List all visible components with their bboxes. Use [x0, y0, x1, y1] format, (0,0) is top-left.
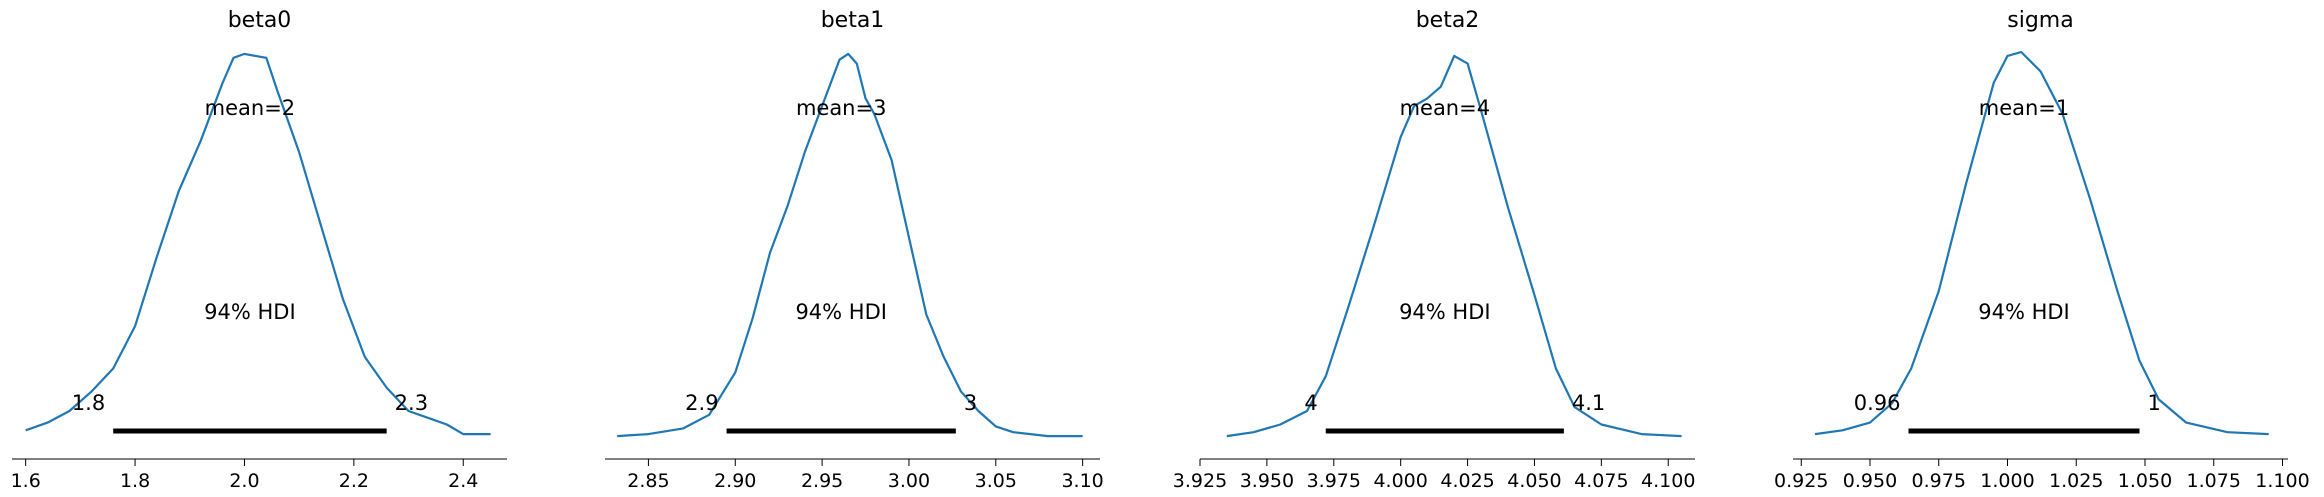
x-tick-label: 2.95	[801, 470, 843, 492]
x-tick-label: 3.950	[1240, 470, 1294, 492]
density-curve	[25, 52, 491, 436]
x-tick-label: 1.000	[1980, 470, 2034, 492]
x-tick-label: 4.075	[1574, 470, 1628, 492]
x-tick-label: 1.6	[11, 470, 41, 492]
hdi-label: 94% HDI	[204, 300, 296, 324]
x-tick-label: 2.2	[339, 470, 369, 492]
density-curve	[617, 52, 1083, 438]
mean-label: mean=1	[1979, 96, 2070, 120]
x-tick-label: 2.85	[627, 470, 669, 492]
hdi-upper-label: 1	[2148, 391, 2161, 415]
x-tick-label: 1.050	[2118, 470, 2172, 492]
hdi-lower-label: 4	[1304, 391, 1317, 415]
hdi-lower-label: 2.9	[685, 391, 718, 415]
x-tick-label: 3.975	[1307, 470, 1361, 492]
x-tick-label: 2.0	[229, 470, 259, 492]
x-tick-label: 1.075	[2187, 470, 2241, 492]
x-tick-label: 1.025	[2049, 470, 2103, 492]
hdi-lower-label: 1.8	[72, 391, 105, 415]
x-tick-label: 0.925	[1774, 470, 1828, 492]
x-tick-label: 1.100	[2255, 470, 2309, 492]
subplot-beta1: beta1 mean=3 94% HDI 2.9 3 2.85 2.90 2.95 3.00 3.…	[605, 8, 1104, 492]
density-curve	[1814, 50, 2269, 436]
x-tick-label: 3.05	[975, 470, 1017, 492]
hdi-upper-label: 4.1	[1572, 391, 1605, 415]
hdi-label: 94% HDI	[1399, 300, 1491, 324]
hdi-label: 94% HDI	[1978, 300, 2070, 324]
density-curve	[1226, 54, 1682, 438]
subplot-beta2: beta2 mean=4 94% HDI 4 4.1 3.925 3.950 3.975 4.0…	[1173, 8, 1696, 492]
x-tick-label: 4.000	[1373, 470, 1427, 492]
subplot-title: beta1	[821, 8, 885, 33]
subplot-beta0: beta0 mean=2 94% HDI 1.8 2.3 1.6 1.8 2.0 2.2 2.4	[11, 8, 507, 492]
x-tick-label: 3.00	[888, 470, 930, 492]
x-tick-label: 3.925	[1173, 470, 1227, 492]
hdi-upper-label: 3	[964, 391, 977, 415]
x-tick-label: 2.90	[714, 470, 756, 492]
x-tick-label: 3.10	[1061, 470, 1103, 492]
x-tick-label: 4.050	[1507, 470, 1561, 492]
x-tick-label: 4.100	[1641, 470, 1695, 492]
subplot-title: beta0	[228, 8, 292, 33]
mean-label: mean=3	[796, 96, 887, 120]
subplot-title: sigma	[2007, 8, 2073, 33]
subplot-sigma: sigma mean=1 94% HDI 0.96 1 0.925 0.950 0.975 1.…	[1774, 8, 2310, 492]
x-tick-label: 1.8	[120, 470, 150, 492]
x-tick-label: 2.4	[448, 470, 478, 492]
hdi-lower-label: 0.96	[1854, 391, 1901, 415]
hdi-upper-label: 2.3	[395, 391, 428, 415]
mean-label: mean=4	[1400, 96, 1491, 120]
x-tick-label: 4.025	[1440, 470, 1494, 492]
hdi-label: 94% HDI	[795, 300, 887, 324]
subplot-title: beta2	[1416, 8, 1480, 33]
x-tick-label: 0.950	[1843, 470, 1897, 492]
x-tick-label: 0.975	[1912, 470, 1966, 492]
mean-label: mean=2	[205, 96, 296, 120]
